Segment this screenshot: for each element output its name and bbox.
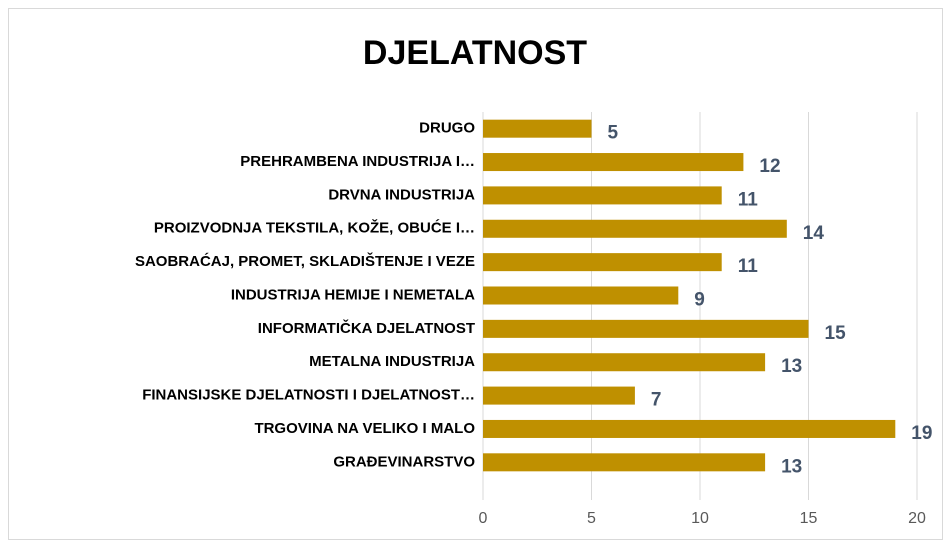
value-label: 7 xyxy=(651,390,662,411)
y-tick-label: TRGOVINA NA VELIKO I MALO xyxy=(254,420,475,437)
bar xyxy=(483,353,766,372)
bar xyxy=(483,219,787,238)
value-label: 12 xyxy=(759,156,780,177)
value-label: 14 xyxy=(803,223,825,244)
bar xyxy=(483,419,896,438)
bar xyxy=(483,286,679,305)
chart-title: DJELATNOST xyxy=(363,34,587,72)
chart-border xyxy=(8,8,943,540)
bar xyxy=(483,119,592,138)
y-tick-label: SAOBRAĆAJ, PROMET, SKLADIŠTENJE I VEZE xyxy=(135,252,475,270)
y-tick-label: PREHRAMBENA INDUSTRIJA I… xyxy=(240,153,475,170)
value-label: 11 xyxy=(738,189,759,210)
bar xyxy=(483,253,722,272)
bar xyxy=(483,453,766,472)
y-tick-label: PROIZVODNJA TEKSTILA, KOŽE, OBUĆE I… xyxy=(154,219,475,237)
y-tick-label: INDUSTRIJA HEMIJE I NEMETALA xyxy=(231,286,475,303)
y-tick-label: INFORMATIČKA DJELATNOST xyxy=(258,319,475,337)
value-label: 15 xyxy=(825,323,847,344)
x-tick-label: 15 xyxy=(800,510,818,527)
x-tick-label: 0 xyxy=(479,510,488,527)
y-tick-label: FINANSIJSKE DJELATNOSTI I DJELATNOST… xyxy=(142,387,475,404)
bar xyxy=(483,386,635,405)
x-tick-label: 20 xyxy=(908,510,926,527)
value-label: 19 xyxy=(911,423,932,444)
value-label: 9 xyxy=(694,290,705,311)
value-label: 5 xyxy=(608,123,619,144)
value-label: 11 xyxy=(738,256,759,277)
value-label: 13 xyxy=(781,456,802,477)
bar xyxy=(483,319,809,338)
y-tick-label: DRUGO xyxy=(419,120,475,137)
value-label: 13 xyxy=(781,356,802,377)
x-tick-label: 5 xyxy=(587,510,596,527)
y-tick-label: GRAĐEVINARSTVO xyxy=(333,453,475,470)
y-tick-label: METALNA INDUSTRIJA xyxy=(309,353,475,370)
y-tick-label: DRVNA INDUSTRIJA xyxy=(328,186,475,203)
x-tick-label: 10 xyxy=(691,510,709,527)
bar xyxy=(483,186,722,205)
bar xyxy=(483,153,744,172)
